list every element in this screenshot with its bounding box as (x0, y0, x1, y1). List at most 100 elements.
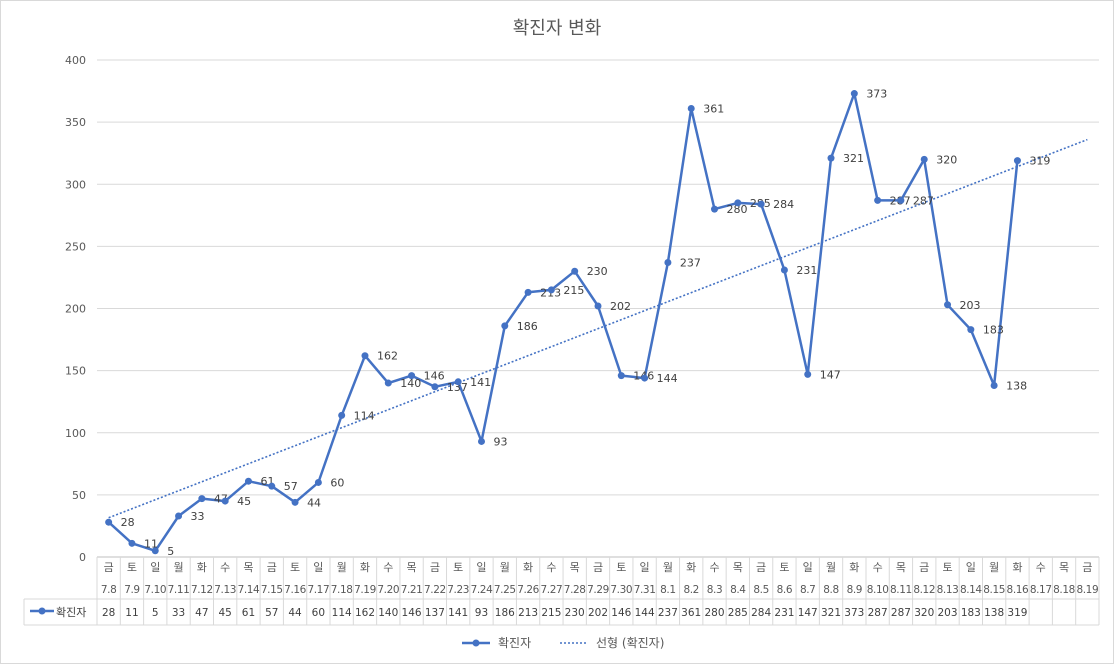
data-label: 33 (191, 510, 205, 523)
data-label: 287 (913, 194, 934, 207)
x-tick-day-label: 목 (243, 561, 253, 574)
x-tick-day-label: 목 (733, 561, 743, 574)
data-label: 140 (400, 377, 421, 390)
x-tick-date-label: 8.16 (1007, 584, 1029, 596)
x-tick-date-label: 7.13 (214, 584, 236, 596)
table-value-cell: 33 (172, 607, 185, 619)
x-tick-date-label: 7.29 (587, 584, 609, 596)
table-value-cell: 213 (518, 607, 538, 619)
table-value-cell: 215 (541, 607, 561, 619)
table-value-cell: 203 (938, 607, 958, 619)
table-value-cell: 230 (565, 607, 585, 619)
table-value-cell: 146 (402, 607, 422, 619)
data-point (827, 154, 835, 162)
data-label: 231 (796, 264, 817, 277)
x-tick-day-label: 수 (546, 561, 556, 574)
x-tick-day-label: 화 (197, 561, 207, 574)
x-tick-date-label: 7.15 (261, 584, 283, 596)
data-label: 320 (936, 153, 957, 166)
table-value-cell: 60 (312, 607, 325, 619)
data-label: 319 (1029, 155, 1050, 168)
data-label: 280 (727, 203, 748, 216)
data-point (594, 302, 602, 310)
data-point (198, 495, 206, 503)
data-point (431, 383, 439, 391)
x-tick-date-label: 8.1 (660, 584, 676, 596)
x-tick-day-label: 금 (756, 561, 766, 574)
data-point (408, 372, 416, 380)
x-tick-day-label: 화 (1012, 561, 1022, 574)
y-tick-label: 200 (65, 303, 86, 316)
x-tick-date-label: 8.10 (867, 584, 889, 596)
data-point (524, 288, 532, 296)
data-label: 144 (657, 372, 678, 385)
y-tick-label: 400 (65, 54, 86, 67)
table-value-cell: 237 (658, 607, 678, 619)
data-label: 361 (703, 102, 724, 115)
table-value-cell: 5 (152, 607, 159, 619)
table-value-cell: 319 (1007, 607, 1027, 619)
x-tick-date-label: 7.20 (377, 584, 399, 596)
data-point (804, 370, 812, 378)
x-tick-day-label: 월 (173, 561, 183, 574)
x-tick-date-label: 8.19 (1076, 584, 1098, 596)
table-value-cell: 47 (195, 607, 208, 619)
data-label: 11 (144, 537, 158, 550)
table-value-cell: 137 (425, 607, 445, 619)
x-tick-date-label: 7.9 (124, 584, 140, 596)
table-value-cell: 186 (495, 607, 515, 619)
x-tick-date-label: 8.14 (960, 584, 982, 596)
x-tick-date-label: 7.10 (144, 584, 166, 596)
data-label: 93 (493, 435, 507, 448)
x-tick-date-label: 8.17 (1030, 584, 1052, 596)
x-tick-date-label: 8.6 (777, 584, 793, 596)
data-point (314, 478, 322, 486)
x-tick-day-label: 수 (873, 561, 883, 574)
x-tick-date-label: 7.30 (610, 584, 632, 596)
data-point (664, 259, 672, 267)
data-label: 114 (354, 409, 375, 422)
data-point (850, 90, 858, 98)
table-value-cell: 93 (475, 607, 488, 619)
x-tick-day-label: 금 (430, 561, 440, 574)
data-point (477, 437, 485, 445)
x-tick-day-label: 목 (570, 561, 580, 574)
table-value-cell: 144 (635, 607, 655, 619)
data-label: 183 (983, 324, 1004, 337)
data-point (920, 155, 928, 163)
x-tick-date-label: 7.8 (101, 584, 117, 596)
data-point (617, 372, 625, 380)
x-tick-day-label: 수 (709, 561, 719, 574)
x-tick-date-label: 8.2 (683, 584, 699, 596)
x-tick-day-label: 월 (337, 561, 347, 574)
x-tick-date-label: 7.19 (354, 584, 376, 596)
data-label: 146 (424, 370, 445, 383)
x-tick-day-label: 월 (989, 561, 999, 574)
x-tick-date-label: 7.11 (168, 584, 190, 596)
x-tick-date-label: 7.17 (307, 584, 329, 596)
table-value-cell: 146 (611, 607, 631, 619)
data-point (128, 539, 136, 547)
x-tick-day-label: 화 (523, 561, 533, 574)
table-value-cell: 162 (355, 607, 375, 619)
data-label: 147 (820, 368, 841, 381)
data-point (711, 205, 719, 213)
table-value-cell: 287 (891, 607, 911, 619)
x-tick-date-label: 7.25 (494, 584, 516, 596)
table-value-cell: 280 (704, 607, 724, 619)
data-label: 162 (377, 350, 398, 363)
x-tick-date-label: 8.5 (753, 584, 769, 596)
data-label: 138 (1006, 380, 1027, 393)
x-tick-date-label: 7.18 (331, 584, 353, 596)
x-tick-date-label: 8.18 (1053, 584, 1075, 596)
data-label: 45 (237, 495, 251, 508)
x-tick-day-label: 일 (476, 560, 486, 574)
x-tick-day-label: 토 (942, 561, 952, 574)
data-point (1013, 157, 1021, 165)
table-value-cell: 61 (242, 607, 255, 619)
x-tick-date-label: 7.31 (634, 584, 656, 596)
x-tick-date-label: 7.12 (191, 584, 213, 596)
table-value-cell: 321 (821, 607, 841, 619)
data-point (990, 382, 998, 390)
